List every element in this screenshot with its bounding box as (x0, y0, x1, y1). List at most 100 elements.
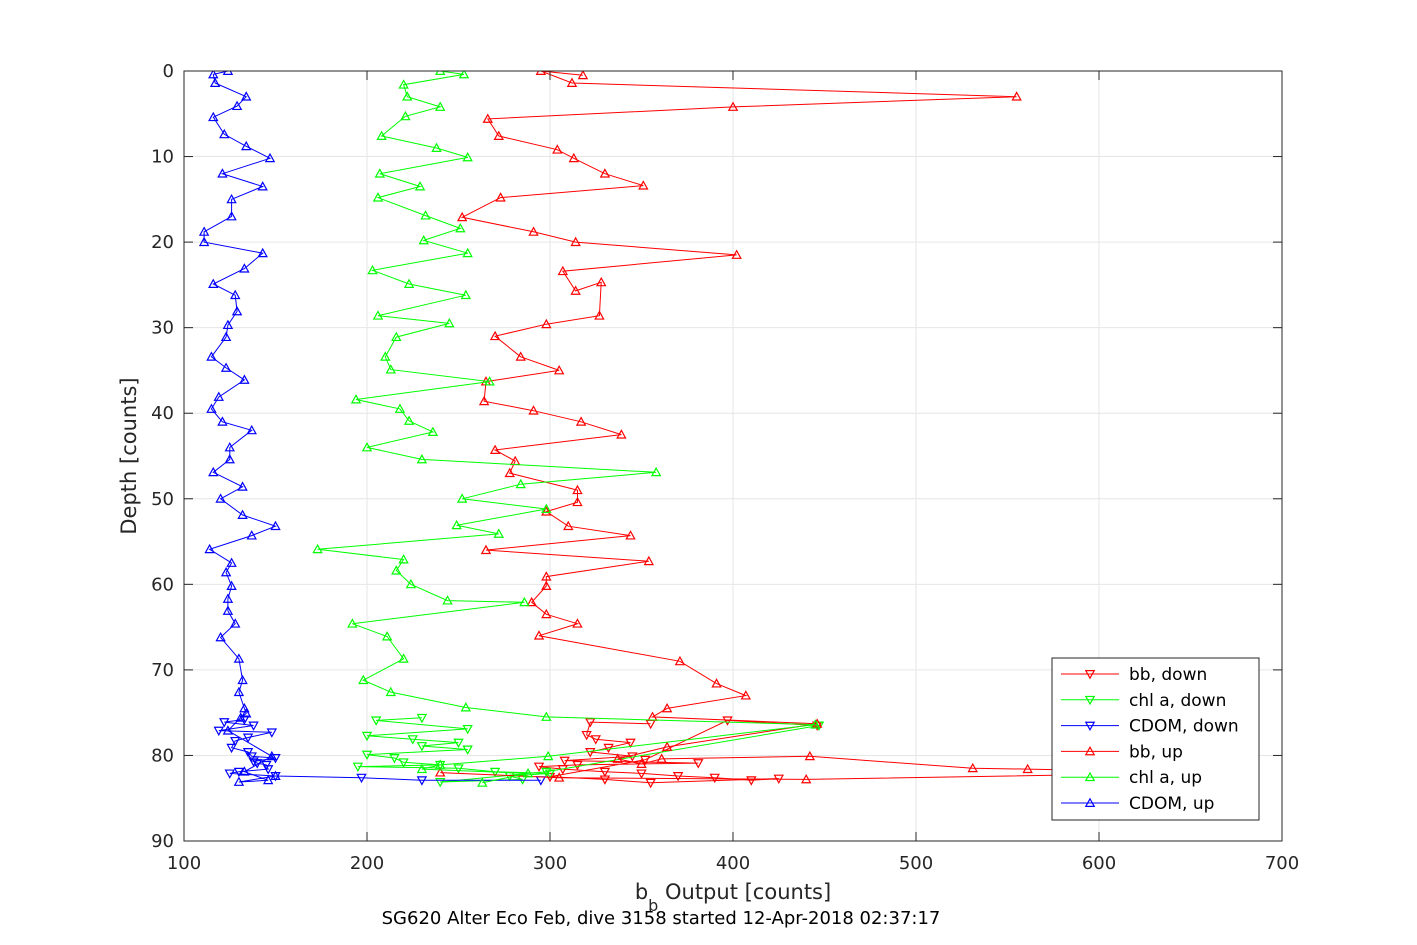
y-tick-label: 10 (151, 147, 174, 168)
data-point (416, 713, 428, 724)
data-point (456, 493, 468, 503)
data-point (477, 777, 488, 787)
data-point (219, 128, 230, 139)
data-point (533, 630, 545, 640)
data-point (394, 403, 406, 413)
data-point (462, 724, 473, 735)
data-point (198, 236, 210, 247)
data-point (266, 750, 278, 761)
data-point (661, 702, 673, 713)
data-point (416, 742, 428, 752)
data-point (400, 110, 411, 121)
data-point (553, 365, 565, 375)
data-point (233, 686, 245, 697)
data-point (572, 496, 583, 507)
data-point (241, 140, 252, 151)
legend-entry: bb, down (1061, 665, 1207, 685)
data-point (552, 144, 563, 154)
data-point (585, 718, 596, 728)
data-point (528, 405, 539, 415)
data-point (709, 773, 720, 784)
data-point (222, 319, 234, 330)
data-point (385, 364, 397, 374)
data-point (585, 748, 596, 758)
x-tick-label: 700 (1265, 853, 1299, 874)
legend-marker (1084, 745, 1096, 756)
data-point (416, 776, 428, 786)
legend-entry: chl a, up (1061, 768, 1202, 788)
data-point (235, 712, 246, 722)
data-point (656, 753, 667, 763)
data-point (226, 743, 237, 754)
legend-entry: CDOM, up (1061, 794, 1214, 814)
data-point (398, 653, 409, 663)
data-point (213, 726, 224, 737)
data-point (233, 767, 245, 778)
data-point (237, 674, 248, 685)
data-point (217, 168, 228, 178)
legend-label: bb, up (1129, 742, 1183, 762)
data-point (246, 530, 257, 540)
data-point (398, 554, 409, 564)
data-point (572, 484, 583, 495)
data-point (603, 743, 614, 754)
data-point (434, 767, 446, 777)
data-point (575, 416, 587, 426)
data-point (226, 557, 237, 567)
data-point (350, 394, 362, 404)
data-point (434, 101, 446, 111)
data-point (208, 278, 219, 288)
data-point (220, 566, 232, 577)
data-point (376, 130, 387, 140)
data-point (489, 444, 501, 454)
data-point (636, 758, 647, 768)
data-point (727, 101, 739, 111)
data-point (568, 152, 580, 163)
data-point (237, 509, 248, 519)
series-line (203, 71, 277, 783)
legend-marker (1084, 797, 1096, 807)
data-point (402, 91, 413, 101)
data-point (239, 715, 250, 725)
data-point (599, 775, 611, 785)
data-point (231, 100, 243, 111)
data-point (645, 778, 656, 789)
legend-label: CDOM, up (1129, 794, 1214, 814)
data-point (420, 210, 431, 220)
data-point (241, 91, 252, 101)
data-point (559, 756, 570, 767)
data-point (407, 735, 418, 745)
legend-label: bb, down (1129, 665, 1207, 685)
data-point (248, 721, 259, 731)
y-tick-label: 30 (151, 318, 174, 339)
data-point (811, 718, 823, 728)
data-point (625, 738, 636, 749)
data-point (553, 772, 565, 782)
data-point (385, 686, 397, 697)
data-point (427, 426, 439, 437)
data-point (220, 331, 232, 342)
data-point (230, 618, 241, 628)
x-tick-label: 500 (899, 853, 933, 874)
series-line (357, 717, 820, 783)
data-point (616, 429, 627, 439)
data-point (625, 530, 636, 540)
data-point (389, 754, 400, 764)
data-point (599, 767, 611, 778)
y-tick-label: 0 (163, 61, 174, 82)
data-point (711, 678, 722, 688)
data-point (541, 503, 552, 514)
data-point (577, 71, 589, 80)
data-point (230, 289, 241, 300)
data-point (570, 285, 581, 295)
data-point (542, 750, 554, 761)
data-point (403, 415, 415, 425)
data-point (731, 249, 742, 259)
data-point (482, 113, 493, 123)
data-point (222, 725, 234, 735)
data-point (213, 391, 224, 401)
data-point (522, 767, 534, 778)
data-point (456, 211, 468, 222)
data-point (541, 580, 552, 591)
data-point (398, 79, 409, 89)
